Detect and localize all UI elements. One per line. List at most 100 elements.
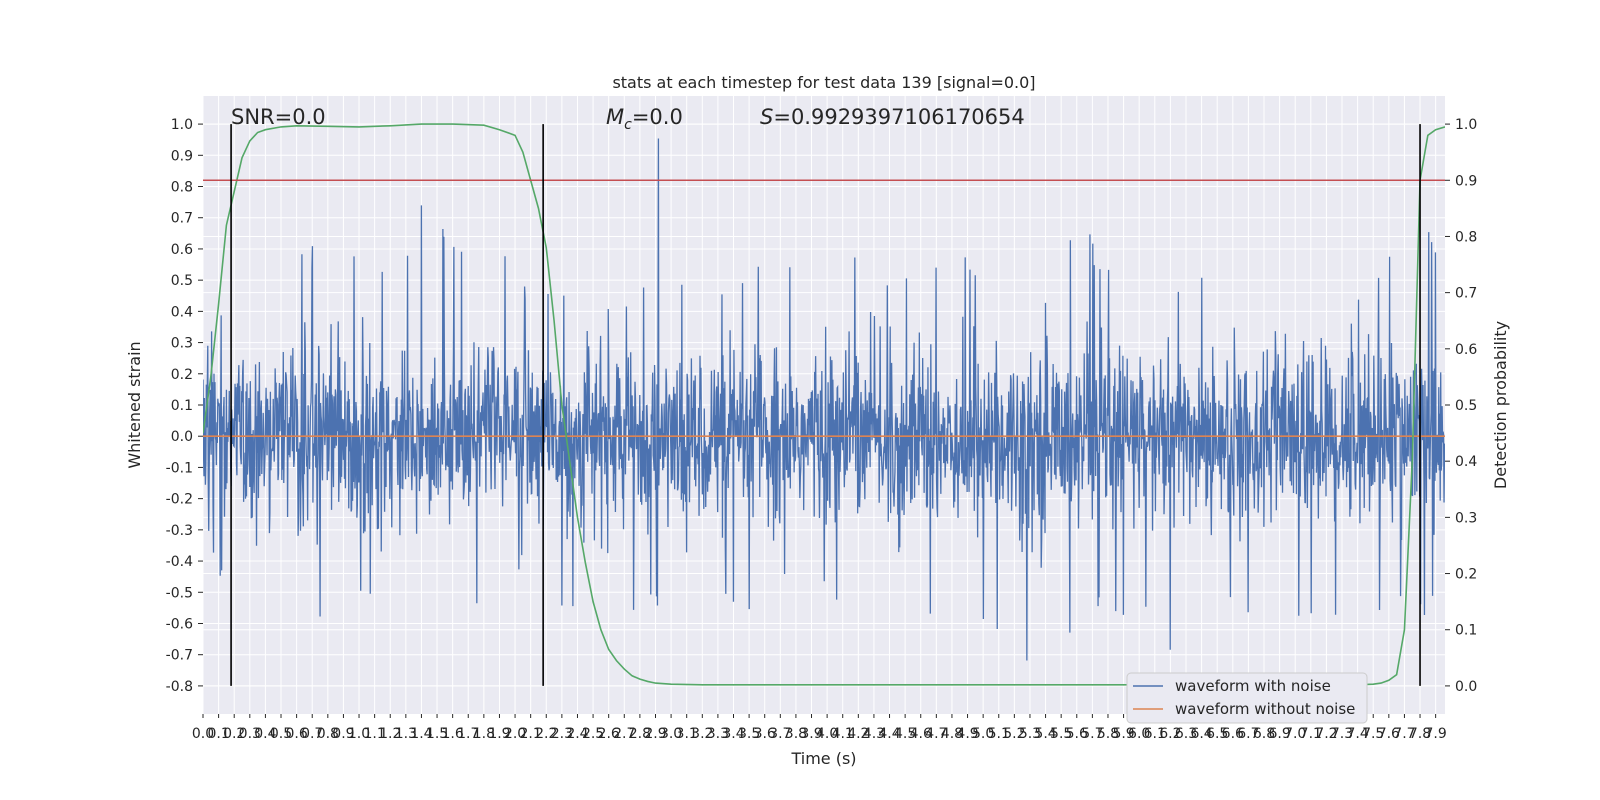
x-tick-label: 5.0 [972,726,994,742]
x-tick-label: 2.5 [582,726,604,742]
legend-label-clean: waveform without noise [1175,700,1355,718]
y2-tick-label: 0.5 [1455,398,1477,414]
x-tick-label: 6.5 [1206,726,1228,742]
x-tick-label: 6.7 [1237,726,1259,742]
legend-label-noise: waveform with noise [1175,677,1331,695]
x-tick-label: 1.4 [410,726,432,742]
grid-layer [202,96,1445,714]
x-tick-label: 7.6 [1378,726,1400,742]
x-tick-label: 2.4 [566,726,588,742]
y2-tick-label: 0.9 [1455,173,1477,189]
x-tick-label: 5.7 [1081,726,1103,742]
x-tick-label: 4.3 [863,726,885,742]
x-tick-label: 3.0 [660,726,682,742]
x-tick-label: 7.0 [1284,726,1306,742]
x-tick-label: 1.5 [426,726,448,742]
y-tick-label: -0.5 [166,585,193,601]
x-tick-label: 3.1 [676,726,698,742]
x-axis-title: Time (s) [790,749,856,768]
axis-layer: 0.00.10.20.30.40.50.60.70.80.91.01.11.21… [166,117,1478,742]
y-tick-label: -0.6 [166,616,193,632]
y2-axis-title: Detection probability [1491,321,1510,489]
x-tick-label: 1.8 [473,726,495,742]
annotation-mc-sub: c [624,117,632,133]
x-tick-label: 6.6 [1222,726,1244,742]
x-tick-label: 6.4 [1190,726,1212,742]
y-tick-label: -0.3 [166,523,193,539]
legend-box [1126,672,1368,724]
x-tick-label: 4.4 [878,726,900,742]
x-tick-label: 1.6 [442,726,464,742]
y-tick-label: 0.4 [171,304,193,320]
x-tick-label: 1.2 [379,726,401,742]
x-tick-label: 3.3 [707,726,729,742]
x-tick-label: 0.5 [270,726,292,742]
x-tick-label: 2.0 [504,726,526,742]
x-tick-label: 0.4 [254,726,276,742]
y2-tick-label: 0.7 [1455,286,1477,302]
x-tick-label: 5.3 [1019,726,1041,742]
x-tick-label: 3.5 [738,726,760,742]
annotation-mc-rest: =0.0 [632,105,683,129]
y-tick-label: -0.1 [166,460,193,476]
x-tick-label: 7.9 [1425,726,1447,742]
y2-tick-label: 1.0 [1455,117,1477,133]
y-tick-label: 0.8 [171,180,193,196]
y-axis-title: Whitened strain [125,341,144,468]
annotation-snr: SNR=0.0 [231,105,326,129]
x-tick-label: 2.7 [613,726,635,742]
x-tick-label: 2.9 [644,726,666,742]
x-tick-label: 0.8 [317,726,339,742]
x-tick-label: 0.9 [332,726,354,742]
y2-tick-label: 0.8 [1455,229,1477,245]
x-tick-label: 1.0 [348,726,370,742]
x-tick-label: 6.1 [1144,726,1166,742]
x-tick-label: 7.7 [1393,726,1415,742]
x-tick-label: 0.7 [301,726,323,742]
x-tick-label: 4.1 [832,726,854,742]
x-tick-label: 7.3 [1331,726,1353,742]
x-tick-label: 1.9 [488,726,510,742]
annotation-mc: Mc=0.0 [606,105,683,133]
x-tick-label: 3.9 [800,726,822,742]
y-tick-label: 0.7 [171,211,193,227]
x-tick-label: 2.1 [520,726,542,742]
y-tick-label: -0.8 [166,679,193,695]
x-tick-label: 3.7 [769,726,791,742]
x-tick-label: 4.8 [941,726,963,742]
y-tick-label: 0.3 [171,336,193,352]
y-tick-label: 0.6 [171,242,193,258]
y2-tick-label: 0.4 [1455,454,1477,470]
x-tick-label: 6.8 [1253,726,1275,742]
y2-tick-label: 0.6 [1455,342,1477,358]
x-tick-label: 4.0 [816,726,838,742]
x-tick-label: 0.0 [192,726,214,742]
y-tick-label: 0.2 [171,367,193,383]
x-tick-label: 0.6 [285,726,307,742]
x-tick-label: 5.1 [988,726,1010,742]
x-tick-label: 1.7 [457,726,479,742]
y-tick-label: 0.5 [171,273,193,289]
annotation-s: S=0.9929397106170654 [760,105,1025,129]
y2-tick-label: 0.3 [1455,510,1477,526]
x-tick-label: 7.5 [1362,726,1384,742]
x-tick-label: 2.3 [551,726,573,742]
x-tick-label: 4.6 [910,726,932,742]
x-tick-label: 5.2 [1003,726,1025,742]
data-layer [203,123,1445,686]
x-tick-label: 2.8 [629,726,651,742]
annotation-s-main: S [760,105,773,129]
x-tick-label: 1.1 [364,726,386,742]
y2-tick-label: 0.0 [1455,679,1477,695]
y-tick-label: -0.4 [166,554,193,570]
x-tick-label: 3.6 [754,726,776,742]
x-tick-label: 6.0 [1128,726,1150,742]
y-tick-label: 0.1 [171,398,193,414]
x-tick-label: 4.2 [847,726,869,742]
x-tick-label: 2.2 [535,726,557,742]
x-tick-label: 5.9 [1112,726,1134,742]
x-tick-label: 4.5 [894,726,916,742]
y2-tick-label: 0.2 [1455,567,1477,583]
y-tick-label: -0.7 [166,648,193,664]
